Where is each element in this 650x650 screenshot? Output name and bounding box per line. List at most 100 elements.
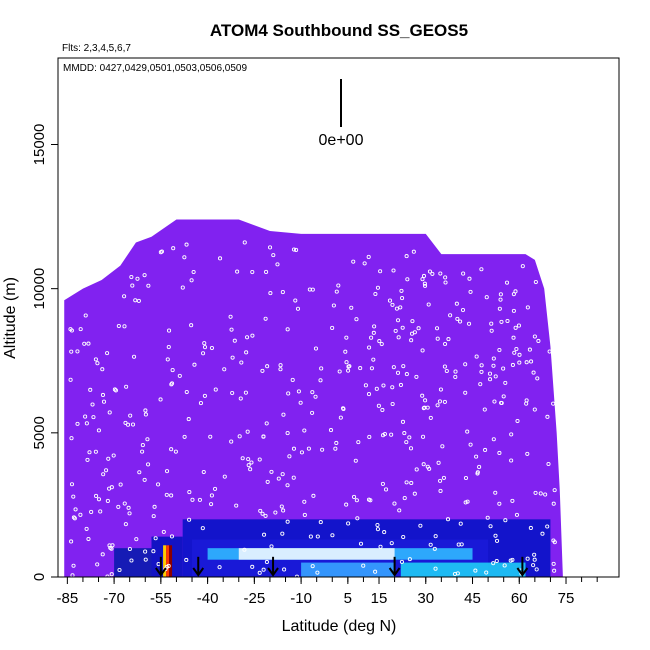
observation-point — [374, 386, 379, 391]
observation-point — [453, 374, 458, 380]
observation-point — [410, 319, 415, 324]
observation-point — [485, 515, 490, 520]
observation-point — [501, 394, 506, 399]
observation-point — [200, 526, 205, 531]
observation-point — [336, 283, 341, 288]
observation-point — [491, 561, 496, 566]
observation-point — [143, 408, 148, 413]
observation-point — [362, 261, 367, 266]
observation-point — [75, 421, 80, 426]
observation-point — [299, 450, 304, 455]
observation-point — [248, 467, 253, 472]
observation-point — [438, 478, 443, 483]
observation-point — [286, 391, 291, 396]
observation-point — [86, 341, 91, 346]
observation-point — [278, 367, 283, 372]
observation-point — [113, 388, 118, 393]
observation-point — [356, 440, 361, 445]
observation-point — [127, 511, 132, 516]
observation-point — [242, 240, 247, 245]
observation-point — [378, 269, 383, 274]
observation-point — [540, 531, 545, 536]
observation-point — [497, 347, 502, 353]
observation-point — [392, 501, 397, 506]
observation-point — [169, 534, 175, 539]
observation-point — [68, 377, 73, 382]
observation-point — [166, 328, 172, 333]
observation-point — [525, 556, 530, 561]
observation-point — [367, 434, 372, 440]
observation-point — [306, 446, 311, 451]
observation-point — [425, 405, 430, 410]
observation-point — [398, 305, 403, 310]
observation-point — [71, 563, 76, 568]
observation-point — [109, 572, 114, 577]
observation-point — [191, 269, 196, 275]
observation-point — [161, 529, 166, 534]
observation-point — [280, 290, 285, 295]
observation-point — [131, 354, 137, 359]
observation-point — [308, 534, 313, 539]
hotspot-cell — [163, 545, 167, 577]
observation-point — [402, 496, 407, 501]
observation-point — [222, 367, 227, 372]
observation-point — [123, 522, 128, 527]
observation-point — [142, 477, 147, 482]
observation-point — [512, 350, 517, 355]
observation-point — [440, 444, 445, 449]
observation-point — [517, 360, 522, 365]
observation-point — [235, 269, 240, 274]
observation-point — [463, 362, 468, 367]
observation-point — [69, 328, 74, 333]
observation-point — [143, 549, 148, 554]
observation-point — [427, 466, 432, 471]
observation-point — [452, 571, 457, 577]
observation-point — [307, 287, 312, 292]
observation-point — [475, 470, 480, 475]
observation-point — [409, 338, 414, 343]
observation-point — [229, 439, 234, 444]
observation-point — [510, 362, 515, 368]
observation-point — [125, 422, 131, 427]
observation-point — [371, 330, 376, 335]
observation-point — [182, 434, 187, 439]
observation-point — [130, 422, 136, 427]
observation-point — [489, 321, 494, 326]
observation-point — [228, 314, 233, 319]
observation-point — [382, 530, 387, 535]
observation-point — [390, 302, 395, 307]
observation-point — [285, 483, 290, 488]
observation-point — [483, 447, 488, 453]
observation-point — [513, 325, 518, 330]
observation-point — [245, 429, 250, 434]
observation-point — [209, 493, 214, 498]
observation-point — [117, 567, 122, 573]
observation-point — [517, 352, 522, 357]
observation-point — [341, 406, 346, 412]
observation-point — [244, 350, 249, 355]
observation-point — [105, 351, 110, 356]
observation-point — [551, 561, 556, 566]
observation-point — [111, 453, 116, 458]
observation-point — [101, 472, 106, 477]
observation-point — [184, 557, 189, 563]
observation-point — [378, 544, 383, 549]
observation-point — [313, 346, 319, 351]
chart-title: ATOM4 Southbound SS_GEOS5 — [210, 21, 468, 40]
observation-point — [129, 558, 134, 563]
x-tick-label: 60 — [511, 590, 528, 607]
observation-point — [435, 336, 440, 341]
observation-point — [366, 254, 371, 259]
observation-point — [407, 557, 412, 562]
observation-point — [389, 541, 394, 546]
profile-arrow-head — [192, 567, 205, 577]
observation-point — [491, 437, 496, 442]
observation-point — [105, 498, 110, 504]
observation-point — [531, 563, 536, 568]
observation-point — [230, 355, 235, 360]
observation-point — [279, 504, 284, 509]
observation-point — [354, 498, 359, 503]
observation-point — [86, 536, 91, 542]
observation-point — [438, 271, 443, 276]
observation-point — [265, 479, 270, 484]
